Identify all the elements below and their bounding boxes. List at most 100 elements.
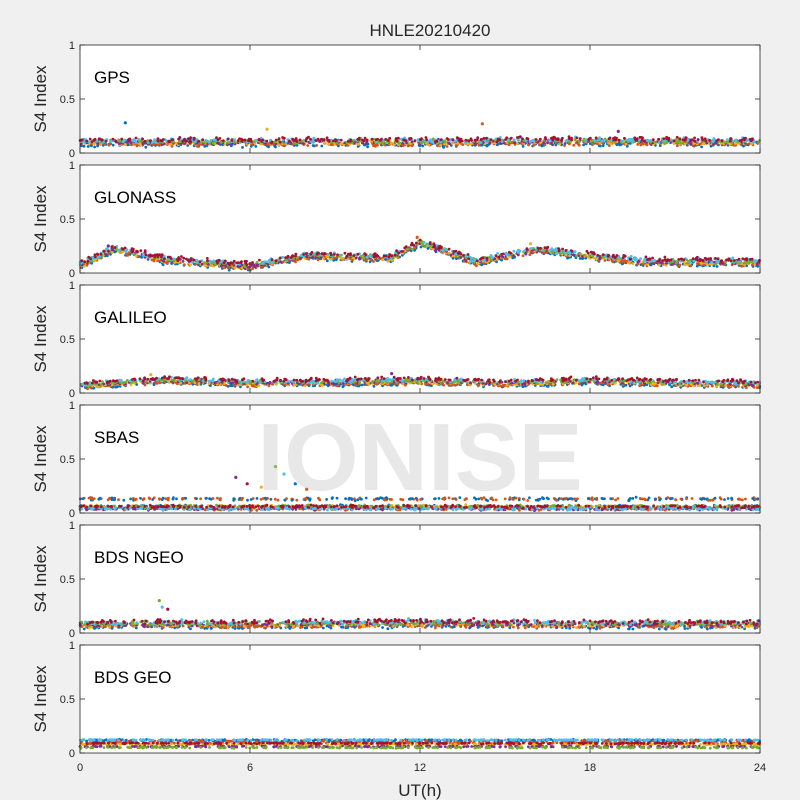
data-point [715,265,719,268]
data-point [682,258,686,262]
data-point [267,265,271,269]
data-point [445,145,449,148]
data-point [672,139,676,143]
data-point [131,247,135,251]
data-point [512,138,516,142]
data-point [156,255,160,259]
data-point [573,250,577,254]
data-point [578,137,582,140]
data-point [528,242,533,246]
data-point [295,143,299,147]
data-point [715,139,718,143]
data-point [518,249,522,253]
data-point [613,136,617,140]
data-point [370,137,374,141]
data-point [511,256,515,260]
data-point [325,259,329,263]
data-point [738,139,742,143]
data-point [601,144,605,148]
data-point [357,138,361,141]
data-point [700,262,703,265]
data-point [627,261,631,265]
data-point [625,138,629,142]
data-point [500,140,504,144]
data-point [577,143,581,147]
data-point [646,258,649,262]
data-point [211,141,215,145]
y-tick-label: 0 [69,268,75,280]
data-point [303,384,307,387]
data-point [309,138,312,141]
data-point [479,138,483,142]
data-point [693,139,697,143]
data-point [568,254,572,257]
data-point [189,140,192,143]
data-point [277,137,281,141]
data-point [310,251,314,254]
data-point [477,384,480,388]
data-point [258,258,261,262]
data-point [317,251,320,255]
data-point [701,142,705,146]
data-point [254,145,258,148]
data-point [346,140,350,143]
y-tick-label: 0.5 [60,214,75,226]
data-point [750,263,754,267]
data-point [437,245,441,249]
data-point [421,144,425,148]
data-point [529,247,533,251]
data-point [397,251,400,255]
data-point [758,259,761,262]
data-point [439,138,443,142]
data-point [683,138,687,142]
data-point [384,254,388,258]
data-point [132,138,136,142]
data-point [657,263,661,267]
data-point [470,259,474,263]
y-tick-label: 0.5 [60,94,75,106]
data-point [111,137,115,141]
data-point [643,139,646,143]
data-point [598,136,601,140]
data-point [233,138,237,142]
data-point [658,144,662,148]
data-point [525,137,529,140]
data-point [597,144,601,148]
data-point [127,251,131,255]
data-point [245,259,248,263]
data-point [372,144,375,148]
data-point [652,382,656,386]
data-point [210,264,213,268]
data-point [143,139,147,143]
data-point [657,259,661,263]
data-point [296,256,300,259]
data-point [441,249,445,253]
data-point [452,250,456,253]
data-point [295,138,298,142]
data-point [489,254,493,257]
data-point [570,138,573,142]
data-point [368,260,372,264]
data-point [326,138,329,142]
y-axis-label: S4 Index [31,185,50,253]
data-point [139,249,143,253]
data-point [567,142,571,146]
data-point [153,138,157,142]
data-point [161,263,165,267]
data-point [144,145,148,149]
data-point [121,247,125,251]
data-point [678,382,681,386]
data-point [198,260,202,264]
data-point [513,141,517,145]
data-point [749,258,752,261]
data-point [756,141,760,144]
data-point [716,257,720,261]
data-point [486,139,490,143]
data-point [221,139,225,143]
data-point [168,140,171,144]
data-point [504,251,508,255]
data-point [720,259,723,263]
data-point [470,138,473,142]
data-point [247,139,250,143]
